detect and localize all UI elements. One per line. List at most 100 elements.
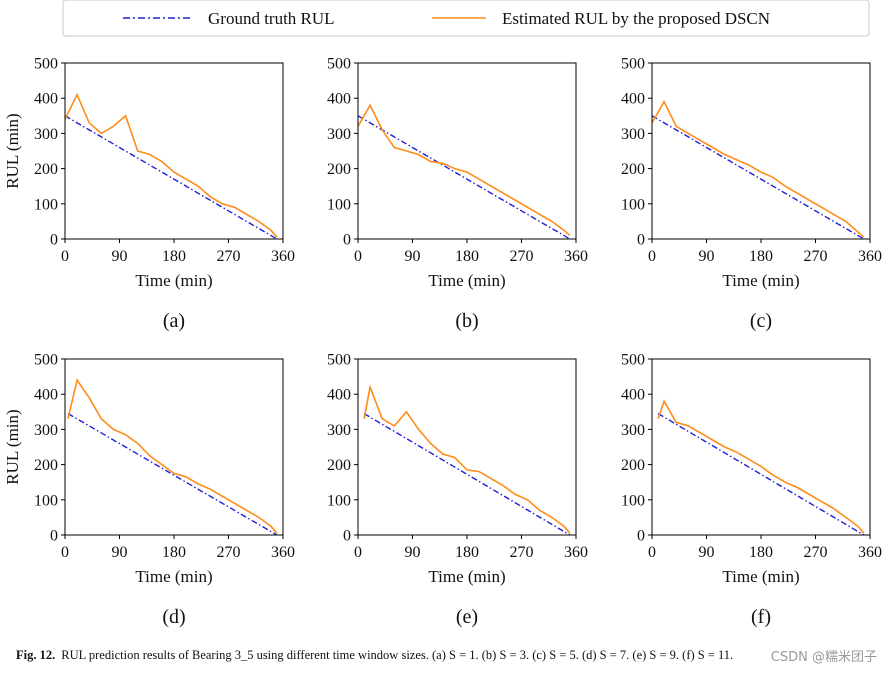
y-tick-label: 300 — [327, 422, 351, 439]
panel-label: (c) — [750, 310, 772, 332]
x-tick-label: 270 — [510, 248, 534, 265]
y-tick-label: 0 — [637, 232, 645, 249]
chart-panel: 0 90 180 270 360 0 100 200 300 400 500 Time (min) (f… — [621, 352, 882, 629]
panel-label: (b) — [455, 310, 478, 332]
y-tick-label: 400 — [327, 91, 351, 108]
plot-frame — [357, 358, 577, 536]
x-tick-label: 90 — [112, 248, 128, 265]
y-tick-label: 100 — [34, 196, 58, 213]
y-axis-label: RUL (min) — [3, 409, 22, 484]
x-tick-label: 180 — [455, 248, 479, 265]
x-tick-label: 90 — [699, 544, 715, 561]
y-tick-label: 300 — [327, 126, 351, 143]
estimated-rul-line — [358, 103, 571, 237]
panel-label: (d) — [162, 606, 185, 628]
x-tick-label: 360 — [858, 544, 882, 561]
estimated-rul-line — [657, 399, 865, 534]
x-tick-label: 360 — [858, 248, 882, 265]
chart-panel: 0 90 180 270 360 0 100 200 300 400 500 Time (min) (c… — [621, 56, 882, 333]
panel-label: (a) — [163, 310, 185, 332]
x-tick-label: 360 — [564, 544, 588, 561]
estimated-rul-line — [652, 99, 865, 238]
y-tick-label: 100 — [34, 492, 58, 509]
panel-label: (f) — [751, 606, 771, 628]
x-tick-label: 0 — [61, 544, 69, 561]
y-tick-label: 300 — [34, 422, 58, 439]
y-axis-label: RUL (min) — [3, 113, 22, 188]
x-axis-label: Time (min) — [722, 271, 799, 290]
x-tick-label: 180 — [162, 248, 186, 265]
x-tick-label: 270 — [217, 248, 241, 265]
figure-caption: Fig. 12. RUL prediction results of Bearin… — [16, 648, 886, 668]
x-tick-label: 270 — [804, 248, 828, 265]
y-tick-label: 100 — [621, 196, 645, 213]
y-tick-label: 100 — [327, 492, 351, 509]
x-axis-label: Time (min) — [722, 567, 799, 586]
plot-frame — [64, 62, 284, 240]
x-tick-label: 0 — [354, 248, 362, 265]
y-tick-label: 300 — [621, 126, 645, 143]
ground-truth-line — [358, 115, 571, 239]
y-tick-label: 0 — [343, 528, 351, 545]
x-tick-label: 0 — [354, 544, 362, 561]
x-tick-label: 180 — [749, 544, 773, 561]
chart-panel: 0 90 180 270 360 0 100 200 300 400 500 Time (min) (e… — [327, 352, 588, 629]
y-tick-label: 400 — [327, 387, 351, 404]
x-axis-label: Time (min) — [135, 271, 212, 290]
y-tick-label: 400 — [34, 387, 58, 404]
y-tick-label: 500 — [34, 352, 58, 369]
x-tick-label: 360 — [271, 544, 295, 561]
chart-panel: 0 90 180 270 360 0 100 200 300 400 500 Time (min) (b… — [327, 56, 588, 333]
x-axis-label: Time (min) — [428, 567, 505, 586]
x-tick-label: 270 — [510, 544, 534, 561]
ground-truth-line — [363, 412, 571, 535]
y-tick-label: 200 — [327, 457, 351, 474]
y-tick-label: 200 — [327, 161, 351, 178]
x-tick-label: 90 — [405, 544, 421, 561]
y-tick-label: 200 — [34, 457, 58, 474]
plot-frame — [651, 358, 871, 536]
x-tick-label: 270 — [217, 544, 241, 561]
y-tick-label: 200 — [621, 457, 645, 474]
ground-truth-line — [65, 115, 278, 239]
y-tick-label: 0 — [637, 528, 645, 545]
caption-text: RUL prediction results of Bearing 3_5 us… — [61, 648, 734, 662]
estimated-rul-line — [363, 384, 571, 534]
plot-frame — [651, 62, 871, 240]
ground-truth-line — [652, 115, 865, 239]
x-tick-label: 0 — [61, 248, 69, 265]
x-axis-label: Time (min) — [428, 271, 505, 290]
x-tick-label: 90 — [699, 248, 715, 265]
y-tick-label: 500 — [34, 56, 58, 73]
y-tick-label: 0 — [50, 232, 58, 249]
y-tick-label: 200 — [621, 161, 645, 178]
legend: Ground truth RUL Estimated RUL by the pr… — [62, 0, 870, 37]
y-tick-label: 0 — [343, 232, 351, 249]
plot-frame — [357, 62, 577, 240]
estimated-rul-line — [67, 378, 278, 534]
panel-label: (e) — [456, 606, 478, 628]
x-tick-label: 0 — [648, 544, 656, 561]
y-tick-label: 200 — [34, 161, 58, 178]
x-tick-label: 270 — [804, 544, 828, 561]
y-tick-label: 100 — [327, 196, 351, 213]
x-tick-label: 180 — [162, 544, 186, 561]
y-tick-label: 500 — [327, 352, 351, 369]
x-axis-label: Time (min) — [135, 567, 212, 586]
y-tick-label: 500 — [327, 56, 351, 73]
chart-panel: 0 90 180 270 360 0 100 200 300 400 500 Time (min) RU… — [3, 352, 295, 629]
x-tick-label: 360 — [564, 248, 588, 265]
ground-truth-line — [657, 412, 865, 535]
y-tick-label: 300 — [34, 126, 58, 143]
legend-label-estimate: Estimated RUL by the proposed DSCN — [502, 9, 770, 28]
y-tick-label: 400 — [621, 91, 645, 108]
x-tick-label: 0 — [648, 248, 656, 265]
x-tick-label: 180 — [455, 544, 479, 561]
x-tick-label: 360 — [271, 248, 295, 265]
y-tick-label: 400 — [621, 387, 645, 404]
y-tick-label: 500 — [621, 352, 645, 369]
x-tick-label: 180 — [749, 248, 773, 265]
y-tick-label: 0 — [50, 528, 58, 545]
x-tick-label: 90 — [112, 544, 128, 561]
